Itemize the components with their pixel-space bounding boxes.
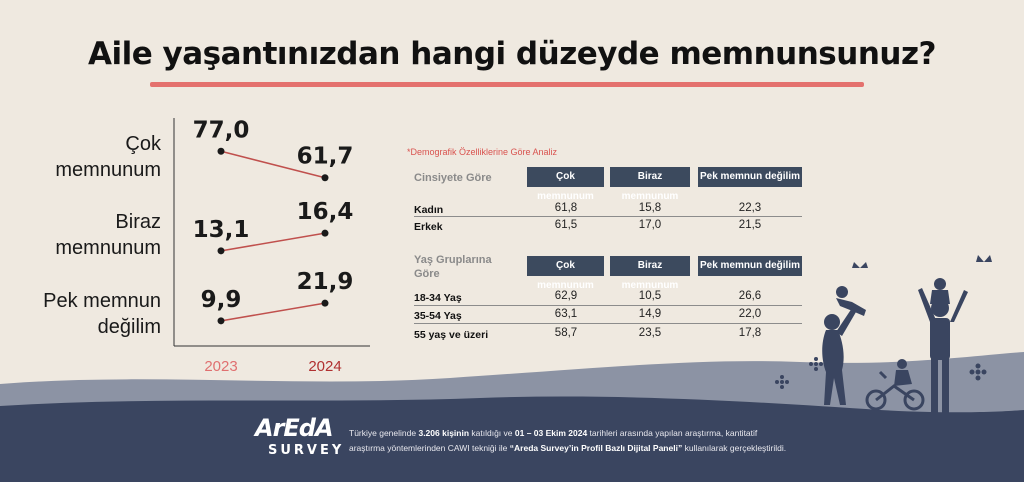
age-title-line-2: Göre — [414, 268, 440, 280]
age-col-header-2: Biraz memnunum — [610, 256, 690, 291]
category-label: değilim — [98, 316, 161, 338]
category-label: Çok — [125, 133, 162, 155]
footnote-text: tarihleri arasında yapılan araştırma, ka… — [349, 428, 758, 453]
x-tick-label-2023: 2023 — [204, 358, 237, 375]
footnote-bold: “Areda Survey’in Profil Bazlı Dijital Pa… — [509, 443, 683, 453]
data-label: 13,1 — [193, 217, 250, 243]
age-cell: 14,9 — [638, 308, 662, 320]
age-row-label: 35-54 Yaş — [414, 310, 462, 322]
data-label: 61,7 — [297, 144, 354, 170]
age-cell: 26,6 — [738, 290, 762, 302]
footnote-text: kullanılarak gerçekleştirildi. — [682, 443, 787, 453]
title-underline — [150, 82, 864, 87]
data-point — [321, 174, 329, 182]
age-cell: 58,7 — [554, 327, 578, 339]
category-label: Biraz — [115, 211, 161, 233]
page-title: Aile yaşantınızdan hangi düzeyde memnuns… — [87, 36, 937, 72]
demographic-note: *Demografik Özelliklerine Göre Analiz — [407, 147, 558, 157]
age-cell: 62,9 — [554, 290, 578, 302]
age-col-header-1: Çok memnunum — [527, 256, 604, 291]
age-title-line-1: Yaş Gruplarına — [414, 254, 492, 266]
gender-cell: 17,0 — [638, 219, 662, 231]
series-line — [220, 150, 326, 179]
data-point — [217, 317, 225, 325]
flower-icon — [775, 357, 987, 389]
footnote-text: katıldığı ve — [469, 428, 515, 438]
methodology-footnote: Türkiye genelinde 3.206 kişinin katıldığ… — [349, 426, 789, 456]
data-label: 21,9 — [297, 269, 354, 295]
gender-col-header-1: Çok memnunum — [527, 167, 604, 202]
data-point — [217, 247, 225, 255]
series-line — [220, 232, 326, 252]
data-label: 16,4 — [297, 199, 354, 225]
gender-cell: 61,8 — [554, 202, 578, 214]
age-cell: 17,8 — [738, 327, 762, 339]
family-silhouette-icon — [822, 278, 968, 414]
gender-cell: 22,3 — [738, 202, 762, 214]
age-row-label: 55 yaş ve üzeri — [414, 329, 489, 341]
row-separator — [414, 323, 802, 324]
row-separator — [414, 305, 802, 306]
areda-logo: ArEdA — [255, 414, 334, 442]
category-label: memnunum — [55, 159, 161, 181]
age-cell: 63,1 — [554, 308, 578, 320]
age-cell: 10,5 — [638, 290, 662, 302]
footnote-bold: 3.206 kişinin — [418, 428, 470, 438]
series-line — [220, 302, 326, 322]
gender-cell: 15,8 — [638, 202, 662, 214]
age-section-title: Yaş Gruplarına Göre — [414, 253, 492, 281]
survey-wordmark: SURVEY — [268, 443, 345, 458]
age-row-label: 18-34 Yaş — [414, 292, 462, 304]
row-separator — [414, 216, 802, 217]
footnote-text: Türkiye genelinde — [349, 428, 419, 438]
gender-col-header-3: Pek memnun değilim — [698, 167, 802, 187]
data-point — [321, 299, 329, 307]
age-col-header-3: Pek memnun değilim — [698, 256, 802, 276]
data-point — [321, 229, 329, 237]
gender-col-header-2: Biraz memnunum — [610, 167, 690, 202]
category-label: memnunum — [55, 237, 161, 259]
data-point — [217, 147, 225, 155]
data-label: 9,9 — [201, 287, 242, 313]
gender-cell: 21,5 — [738, 219, 762, 231]
series-group: 77,0 61,7 Çok memnunum 13,1 16,4 Biraz memnunum… — [43, 117, 353, 338]
x-tick-label-2024: 2024 — [308, 358, 341, 375]
hill-front — [0, 396, 1024, 482]
gender-row-label: Kadın — [414, 204, 444, 216]
category-label: Pek memnun — [43, 290, 161, 312]
age-cell: 22,0 — [738, 308, 762, 320]
gender-section-title: Cinsiyete Göre — [414, 172, 492, 184]
data-label: 77,0 — [193, 117, 250, 143]
gender-cell: 61,5 — [554, 219, 578, 231]
footnote-bold: 01 – 03 Ekim 2024 — [514, 428, 588, 438]
gender-row-label: Erkek — [414, 221, 443, 233]
slope-chart: 77,0 61,7 Çok memnunum 13,1 16,4 Biraz memnunum… — [43, 117, 370, 375]
age-cell: 23,5 — [638, 327, 662, 339]
butterfly-icon — [852, 255, 992, 268]
